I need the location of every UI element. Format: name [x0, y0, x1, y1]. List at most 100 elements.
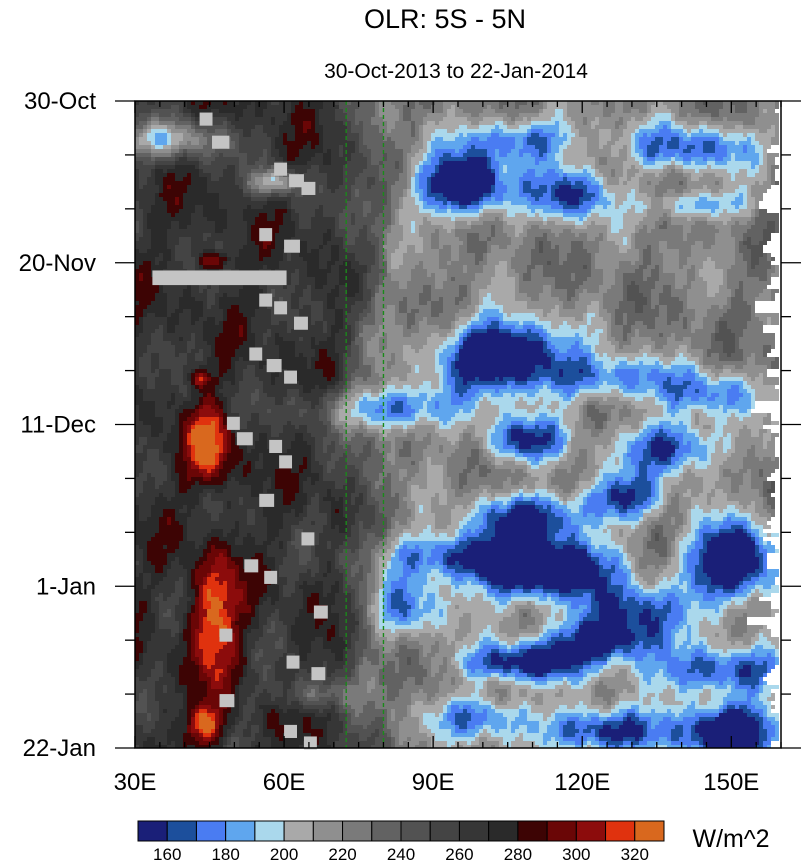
field-cell [547, 413, 563, 417]
field-cell [623, 297, 627, 301]
field-cell [347, 237, 355, 241]
field-cell [171, 185, 187, 189]
field-cell [203, 357, 207, 361]
field-cell [719, 325, 727, 329]
field-cell [659, 305, 667, 309]
field-cell [439, 313, 455, 317]
field-cell [163, 329, 167, 333]
field-cell [775, 105, 779, 109]
field-cell [515, 293, 527, 297]
field-cell [359, 317, 363, 321]
field-cell [135, 153, 151, 157]
field-cell [187, 353, 195, 357]
field-cell [563, 397, 571, 401]
field-cell [323, 449, 327, 453]
field-cell [431, 437, 447, 441]
field-cell [319, 121, 343, 125]
field-cell [527, 137, 547, 141]
field-cell [135, 389, 143, 393]
field-cell [615, 441, 627, 445]
field-cell [579, 133, 599, 137]
field-cell [547, 137, 551, 141]
field-cell [535, 237, 547, 241]
field-cell [639, 285, 655, 289]
field-cell [715, 225, 731, 229]
field-cell [383, 153, 387, 157]
field-cell [291, 421, 323, 425]
field-cell [287, 149, 299, 153]
field-cell [431, 241, 439, 245]
field-cell [243, 209, 275, 213]
field-cell [479, 389, 495, 393]
field-cell [635, 173, 643, 177]
field-cell [299, 253, 319, 257]
field-cell [367, 177, 375, 181]
field-cell [227, 213, 243, 217]
field-cell [371, 293, 375, 297]
field-cell [495, 177, 499, 181]
field-cell [611, 321, 615, 325]
field-cell [339, 361, 343, 365]
field-cell [511, 433, 535, 437]
field-cell [179, 313, 191, 317]
field-cell [523, 273, 531, 277]
field-cell [679, 265, 683, 269]
field-cell [211, 421, 215, 425]
field-cell [535, 433, 543, 437]
field-cell [139, 177, 147, 181]
field-cell [347, 421, 359, 425]
field-cell [547, 261, 551, 265]
field-cell [491, 129, 503, 133]
field-cell [707, 309, 727, 313]
field-cell [563, 133, 567, 137]
field-cell [323, 285, 335, 289]
field-cell [251, 401, 255, 405]
field-cell [703, 437, 707, 441]
field-cell [515, 381, 527, 385]
field-cell [403, 345, 411, 349]
field-cell [199, 257, 203, 261]
field-cell [747, 101, 759, 105]
field-cell [455, 137, 471, 141]
field-cell [263, 181, 283, 185]
field-cell [323, 185, 327, 189]
field-cell [595, 125, 615, 129]
field-cell [331, 325, 343, 329]
field-cell [639, 221, 655, 225]
field-cell [403, 405, 411, 409]
field-cell [435, 401, 439, 405]
field-cell [391, 253, 403, 257]
field-cell [659, 129, 671, 133]
field-cell [183, 401, 199, 405]
field-cell [135, 273, 139, 277]
chart-subtitle: 30-Oct-2013 to 22-Jan-2014 [324, 60, 588, 83]
field-cell [691, 265, 695, 269]
field-cell [395, 441, 403, 445]
field-cell [295, 289, 303, 293]
field-cell [471, 329, 487, 333]
field-cell [203, 153, 211, 157]
field-cell [543, 337, 547, 341]
field-cell [627, 237, 631, 241]
field-cell [587, 305, 599, 309]
field-cell [231, 397, 251, 401]
field-cell [411, 445, 427, 449]
field-cell [591, 353, 595, 357]
field-cell [643, 413, 663, 417]
field-cell [175, 125, 191, 129]
field-cell [199, 261, 203, 265]
field-cell [639, 369, 651, 373]
field-cell [499, 377, 503, 381]
field-cell [419, 261, 423, 265]
field-cell [755, 205, 759, 209]
field-cell [163, 333, 191, 337]
field-cell [223, 425, 227, 429]
field-cell [299, 149, 323, 153]
field-cell [591, 221, 595, 225]
field-cell [655, 221, 663, 225]
field-cell [563, 413, 579, 417]
field-cell [503, 413, 511, 417]
field-cell [623, 169, 627, 173]
field-cell [607, 417, 611, 421]
field-cell [731, 173, 735, 177]
